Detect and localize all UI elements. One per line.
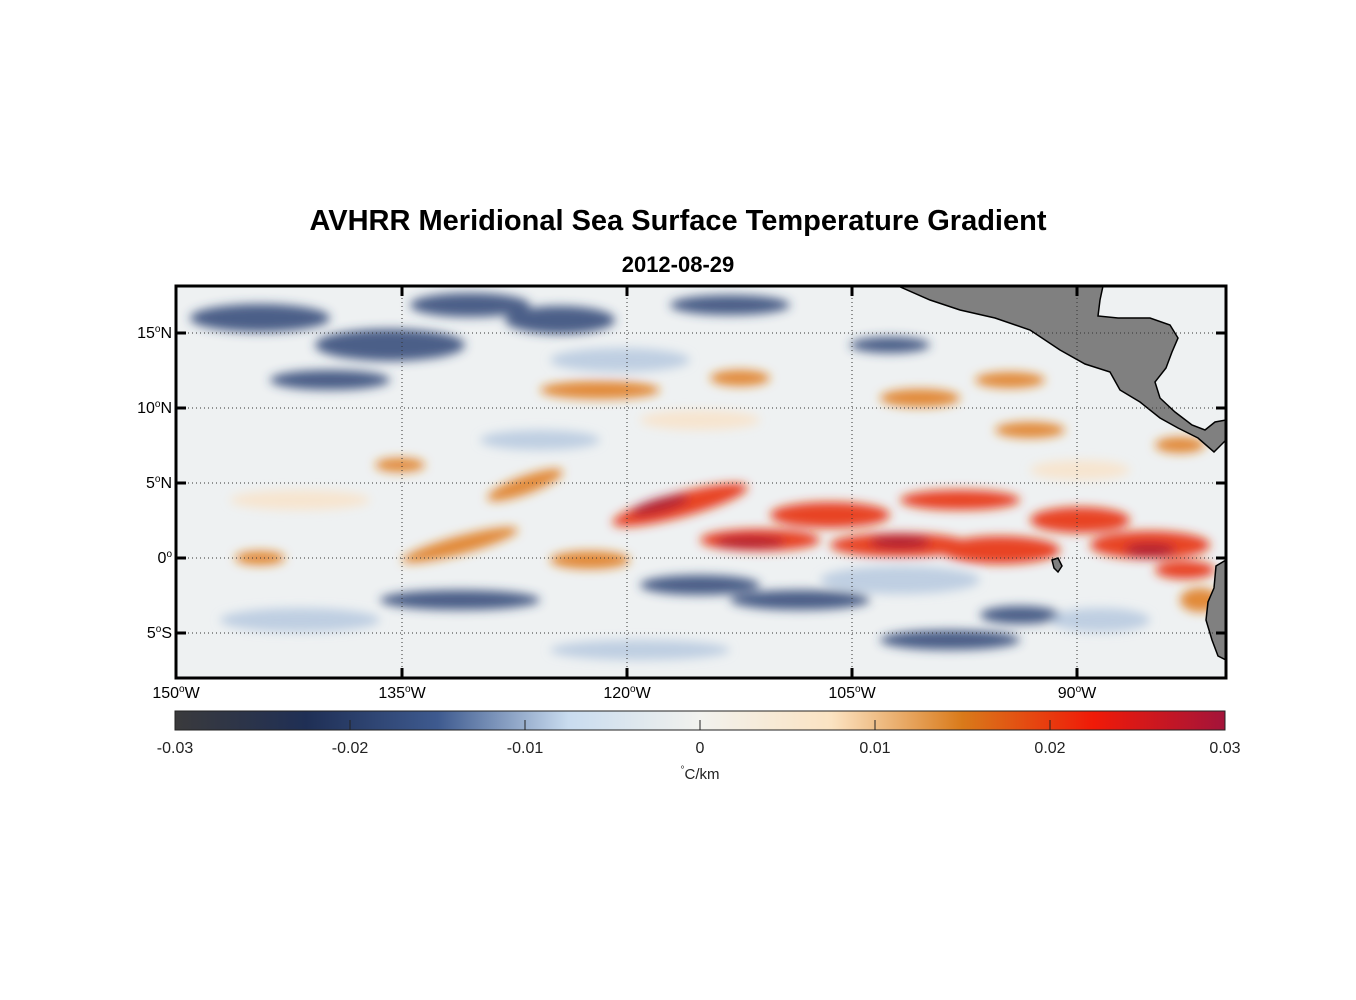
lat-label-15n: 15oN bbox=[137, 324, 172, 342]
colorbar-label-neg-0-03: -0.03 bbox=[156, 740, 194, 757]
gradient-features bbox=[190, 293, 1220, 660]
map-frame bbox=[174, 284, 1228, 680]
colorbar-label-neg-0-02: -0.02 bbox=[331, 740, 369, 757]
lat-label-10n: 10oN bbox=[137, 399, 172, 417]
lon-label-105w: 105oW bbox=[828, 684, 876, 702]
colorbar-label-neg-0-01: -0.01 bbox=[506, 740, 544, 757]
lat-label-0: 0o bbox=[157, 549, 172, 567]
chart-title: AVHRR Meridional Sea Surface Temperature… bbox=[309, 205, 1047, 237]
frame-ticks bbox=[176, 286, 1226, 678]
grid-lines bbox=[176, 286, 1226, 678]
sst-gradient-field bbox=[190, 286, 1226, 661]
lon-label-120w: 120oW bbox=[603, 684, 651, 702]
colorbar-unit-label: °C/km bbox=[680, 765, 720, 783]
chart-subtitle: 2012-08-29 bbox=[621, 252, 735, 277]
colorbar-label-0-01: 0.01 bbox=[859, 740, 891, 757]
colorbar-label-0: 0 bbox=[695, 740, 705, 757]
lon-label-135w: 135oW bbox=[378, 684, 426, 702]
colorbar-label-0-02: 0.02 bbox=[1034, 740, 1066, 757]
lat-label-5s: 5oS bbox=[146, 624, 172, 642]
lon-label-90w: 90oW bbox=[1057, 684, 1097, 702]
land-masses bbox=[897, 286, 1226, 661]
lon-label-150w: 150oW bbox=[152, 684, 200, 702]
colorbar-label-0-03: 0.03 bbox=[1209, 740, 1241, 757]
lat-label-5n: 5oN bbox=[145, 474, 172, 492]
colorbar-ticks bbox=[349, 720, 1051, 730]
